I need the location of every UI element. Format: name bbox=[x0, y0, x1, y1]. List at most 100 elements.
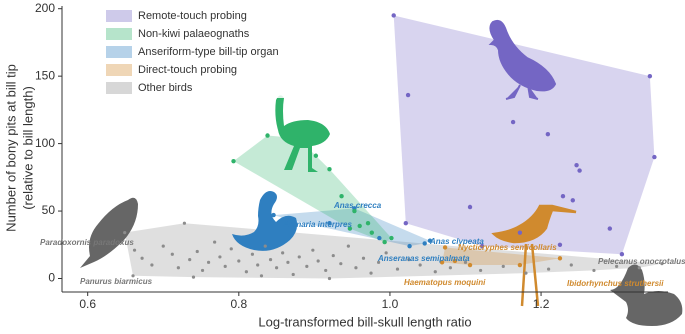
species-label: Paradoxornis paradoxus bbox=[40, 238, 134, 247]
legend-box bbox=[100, 6, 310, 98]
legend: Remote-touch probing Non-kiwi palaeognath… bbox=[100, 6, 310, 98]
data-point bbox=[557, 242, 563, 247]
ostrich-silhouette bbox=[275, 95, 330, 172]
species-label: Anas crecca bbox=[333, 201, 382, 210]
y-tick-label: 50 bbox=[42, 203, 56, 217]
data-point bbox=[295, 136, 300, 141]
data-point bbox=[339, 194, 344, 199]
data-point bbox=[369, 271, 373, 275]
data-point bbox=[213, 240, 217, 244]
data-point bbox=[305, 264, 309, 268]
data-point bbox=[150, 263, 154, 267]
silhouettes bbox=[80, 19, 683, 326]
data-point bbox=[463, 260, 468, 264]
data-point bbox=[660, 262, 664, 266]
data-point bbox=[615, 264, 619, 268]
data-point bbox=[357, 223, 362, 229]
annotations: Paradoxornis paradoxus Panurus biarmicus A… bbox=[40, 201, 685, 288]
data-point bbox=[382, 239, 387, 245]
data-point bbox=[607, 226, 613, 231]
data-point bbox=[132, 248, 137, 252]
data-point bbox=[570, 198, 575, 203]
data-point bbox=[510, 119, 516, 125]
species-label: Anseranas semipalmata bbox=[377, 254, 470, 263]
pelican-silhouette bbox=[610, 264, 683, 326]
axes: 0.6 0.8 1.0 1.2 0 50 100 150 200 bbox=[35, 1, 668, 311]
data-point bbox=[123, 231, 127, 235]
species-label: Anas clypeata bbox=[429, 237, 484, 246]
ibis-silhouette bbox=[488, 19, 557, 100]
legend-label: Remote-touch probing bbox=[138, 10, 247, 22]
data-point bbox=[311, 248, 315, 252]
data-point bbox=[291, 272, 295, 277]
data-point bbox=[274, 266, 279, 270]
data-point bbox=[281, 251, 285, 255]
data-point bbox=[619, 252, 625, 257]
wader-silhouette bbox=[491, 204, 577, 307]
data-point bbox=[231, 158, 236, 164]
data-point bbox=[271, 212, 276, 218]
data-point bbox=[545, 131, 551, 137]
data-point bbox=[354, 266, 358, 270]
data-point bbox=[324, 268, 328, 273]
data-point bbox=[331, 253, 335, 258]
group-hull bbox=[233, 135, 392, 243]
data-point bbox=[389, 235, 394, 241]
data-point bbox=[395, 267, 400, 271]
data-point bbox=[647, 73, 653, 79]
data-point bbox=[433, 270, 437, 274]
legend-swatch bbox=[106, 10, 132, 22]
data-point bbox=[286, 260, 290, 264]
data-point bbox=[448, 266, 452, 270]
x-axis-title: Log-transformed bill-skull length ratio bbox=[258, 314, 471, 329]
data-point bbox=[346, 244, 350, 248]
data-point bbox=[339, 262, 343, 266]
data-point bbox=[191, 275, 196, 279]
data-point bbox=[263, 244, 267, 248]
y-tick-label: 200 bbox=[35, 1, 55, 15]
species-label: Panurus biarmicus bbox=[80, 277, 153, 286]
data-point bbox=[140, 256, 144, 260]
data-point bbox=[223, 264, 227, 268]
data-point bbox=[200, 268, 205, 273]
data-point bbox=[237, 259, 241, 263]
data-point bbox=[479, 268, 483, 273]
data-point bbox=[316, 259, 320, 263]
data-point bbox=[327, 276, 332, 281]
data-point bbox=[377, 235, 382, 241]
data-point bbox=[452, 258, 458, 264]
data-point bbox=[427, 238, 433, 243]
points bbox=[123, 13, 664, 281]
data-point bbox=[517, 230, 523, 235]
y-tick-label: 100 bbox=[35, 136, 55, 150]
data-point bbox=[569, 263, 573, 267]
data-point bbox=[244, 270, 248, 274]
data-point bbox=[577, 168, 582, 173]
data-point bbox=[377, 260, 381, 264]
data-point bbox=[407, 243, 412, 249]
species-label: Pelecanus onocrotalus bbox=[598, 257, 685, 266]
data-point bbox=[405, 92, 411, 98]
x-tick-label: 1.0 bbox=[382, 297, 399, 311]
y-axis-title: (relative to bill length) bbox=[20, 86, 35, 210]
data-point bbox=[439, 260, 445, 265]
data-point bbox=[637, 266, 641, 270]
species-label: Arenaria interpres bbox=[282, 220, 352, 229]
data-point bbox=[265, 133, 270, 138]
legend-swatch bbox=[106, 46, 132, 58]
data-point bbox=[557, 256, 563, 261]
data-point bbox=[560, 194, 566, 199]
data-point bbox=[170, 252, 174, 256]
data-point bbox=[131, 274, 135, 278]
data-point bbox=[188, 258, 192, 262]
data-point bbox=[361, 256, 366, 260]
data-point bbox=[206, 260, 211, 264]
data-point bbox=[297, 255, 301, 259]
data-point bbox=[547, 267, 551, 271]
y-tick-label: 0 bbox=[48, 271, 55, 285]
legend-swatch bbox=[106, 28, 132, 40]
data-point bbox=[467, 204, 473, 210]
parrot-silhouette bbox=[80, 197, 138, 268]
data-point bbox=[524, 271, 528, 275]
